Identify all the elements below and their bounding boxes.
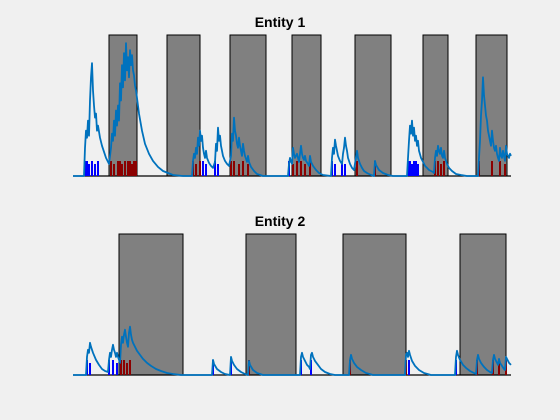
entity-1-trace-line xyxy=(73,42,512,177)
entity-2-block-4 xyxy=(459,233,507,376)
panel-title-entity-2: Entity 2 xyxy=(254,213,306,229)
entity-2-block-3 xyxy=(342,233,407,376)
panel-title-entity-1: Entity 1 xyxy=(254,14,306,30)
entity-1-block-3 xyxy=(229,34,267,177)
entity-2-trace-line xyxy=(73,325,512,376)
entity-2-block-1 xyxy=(118,233,184,376)
entity-2-block-2 xyxy=(245,233,297,376)
entity-1-block-2 xyxy=(166,34,201,177)
entity-1-block-5 xyxy=(354,34,392,177)
entity-1-block-4 xyxy=(291,34,322,177)
